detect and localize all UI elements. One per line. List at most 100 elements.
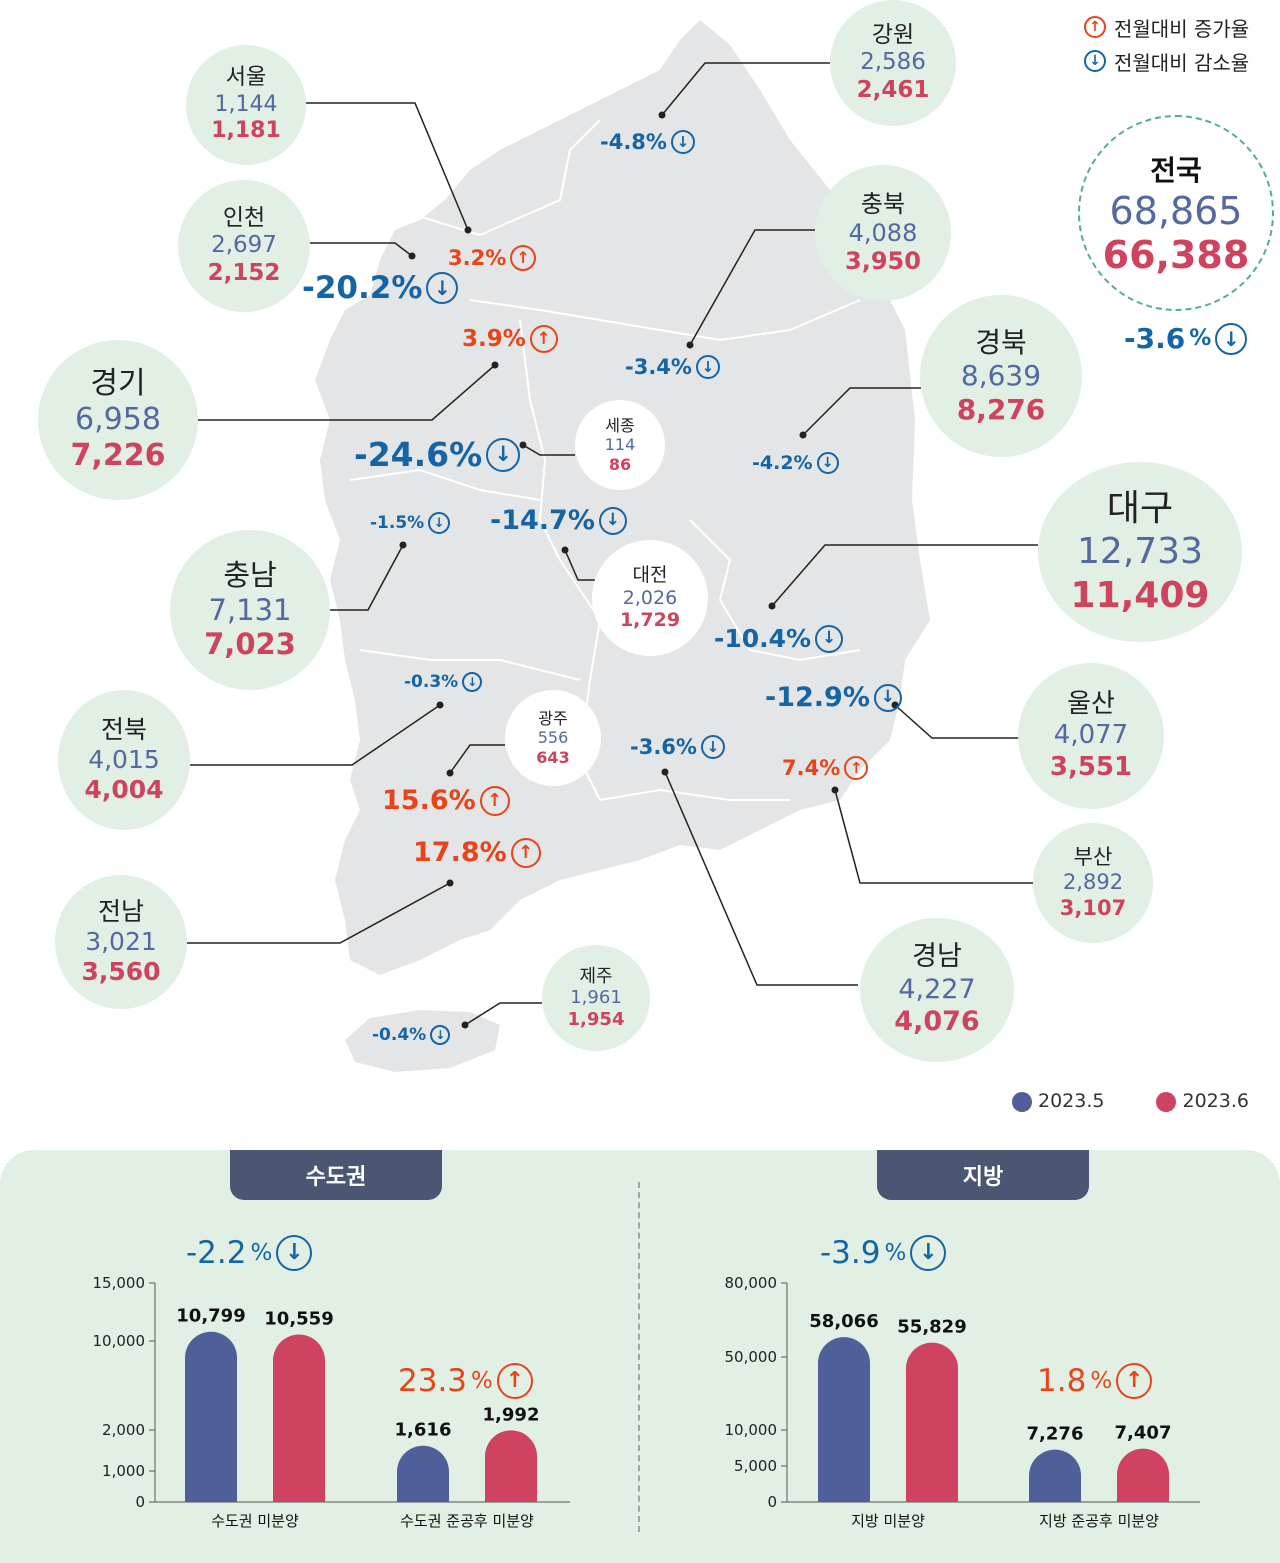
up-arrow-icon: ↑	[844, 756, 869, 780]
change-value: -0.3%	[404, 672, 459, 692]
change-gyeongnam: -3.6% ↓	[630, 735, 725, 759]
region-may: 1,144	[214, 91, 278, 117]
change-value: -3.9	[820, 1235, 881, 1271]
region-name: 인천	[222, 204, 266, 231]
national-change: -3.6% ↓	[1124, 322, 1248, 355]
region-name: 세종	[605, 416, 635, 436]
down-arrow-icon: ↓	[598, 506, 627, 535]
region-bubble-daejeon: 대전 2,026 1,729	[592, 540, 708, 656]
x-category-label: 수도권 미분양	[211, 1512, 299, 1530]
region-bubble-gyeongbuk: 경북 8,639 8,276	[920, 295, 1082, 457]
region-jun: 1,954	[567, 1008, 625, 1030]
leader-lines	[187, 62, 1038, 1029]
change-value: 3.2%	[448, 246, 507, 270]
korea-map	[315, 20, 930, 1072]
down-arrow-icon: ↓	[700, 735, 725, 759]
y-tick-label: 80,000	[725, 1274, 778, 1292]
national-jun: 66,388	[1102, 233, 1250, 277]
region-jun: 7,023	[204, 627, 296, 662]
change-value: -4.8%	[600, 130, 667, 154]
region-may: 8,639	[960, 359, 1042, 393]
bar	[906, 1342, 958, 1502]
change-jeonbuk: -0.3% ↓	[404, 672, 483, 692]
region-name: 전남	[97, 897, 144, 926]
legend-decrease-label: 전월대비 감소율	[1114, 50, 1250, 75]
region-name: 경남	[912, 941, 962, 973]
region-jun: 4,076	[894, 1006, 980, 1038]
change-value: -3.4%	[625, 355, 692, 379]
may-swatch	[1012, 1091, 1032, 1112]
region-bubble-incheon: 인천 2,697 2,152	[178, 180, 310, 312]
legend-june-label: 2023.6	[1182, 1090, 1249, 1112]
region-may: 12,733	[1077, 531, 1203, 573]
up-arrow-icon: ↑	[529, 325, 558, 353]
change-value: -2.2	[186, 1235, 247, 1271]
y-tick-label: 50,000	[725, 1348, 778, 1366]
region-may: 3,021	[85, 927, 157, 956]
down-arrow-icon: ↓	[462, 672, 483, 692]
down-arrow-icon: ↓	[428, 512, 451, 534]
change-unit: %	[1090, 1368, 1113, 1394]
down-arrow-icon: ↓	[873, 683, 902, 712]
bar	[1117, 1448, 1169, 1502]
period-legend: 2023.5 2023.6	[1012, 1090, 1249, 1112]
region-may: 4,077	[1053, 720, 1129, 751]
legend-increase: ↑ 전월대비 증가율	[1084, 10, 1249, 44]
change-value: 23.3	[398, 1363, 468, 1399]
change-value: -10.4%	[714, 624, 812, 653]
capital-unsold-change: -2.2% ↓	[186, 1235, 313, 1271]
up-arrow-icon: ↑	[510, 837, 541, 868]
region-bubble-gyeongnam: 경남 4,227 4,076	[860, 918, 1014, 1062]
change-value: 3.9%	[462, 326, 526, 352]
bar	[818, 1337, 870, 1502]
y-tick-label: 1,000	[102, 1462, 145, 1480]
y-tick-label: 10,000	[725, 1421, 778, 1439]
region-name: 경북	[975, 325, 1027, 359]
legend-decrease: ↓ 전월대비 감소율	[1084, 44, 1249, 78]
bar-value-label: 10,799	[176, 1306, 245, 1327]
region-name: 충남	[223, 557, 277, 592]
bar-value-label: 1,616	[395, 1420, 452, 1441]
bottom-chart-panel: 수도권 지방 -2.2% ↓ 23.3% ↑ -3.9% ↓ 1.8% ↑ 0 1…	[0, 1150, 1280, 1563]
region-jun: 11,409	[1070, 574, 1210, 616]
region-jun: 4,004	[84, 775, 164, 804]
bar-value-label: 10,559	[264, 1309, 333, 1330]
down-arrow-icon: ↓	[816, 452, 839, 474]
region-may: 6,958	[75, 402, 161, 437]
region-bubble-jeonnam: 전남 3,021 3,560	[55, 875, 187, 1009]
bar-value-label: 7,276	[1027, 1424, 1084, 1445]
bar	[397, 1445, 449, 1502]
region-bubble-gwangju: 광주 556 643	[505, 690, 601, 786]
x-category-label: 지방 준공후 미분양	[1039, 1512, 1159, 1530]
region-jun: 8,276	[956, 392, 1046, 426]
region-may: 114	[604, 435, 636, 455]
change-sejong: -24.6% ↓	[354, 435, 521, 474]
x-category-label: 지방 미분양	[851, 1512, 925, 1530]
region-may: 2,026	[622, 586, 678, 609]
national-change-value: -3.6	[1124, 322, 1186, 355]
change-unit: %	[471, 1368, 493, 1394]
panel-divider	[638, 1182, 640, 1532]
region-jun: 2,152	[207, 259, 281, 286]
bar	[185, 1331, 238, 1502]
down-arrow-icon: ↓	[1215, 322, 1248, 355]
legend-increase-label: 전월대비 증가율	[1114, 16, 1250, 41]
down-arrow-icon: ↓	[276, 1235, 313, 1271]
region-jun: 643	[536, 747, 570, 767]
change-value: -3.6%	[630, 735, 697, 759]
region-name: 경기	[90, 366, 146, 401]
change-gyeonggi: 3.9% ↑	[462, 325, 558, 353]
y-tick-label: 15,000	[93, 1274, 146, 1292]
region-name: 대전	[632, 563, 668, 586]
bar	[1029, 1449, 1081, 1502]
provincial-bar-chart: 0 5,000 10,000 50,000 80,000 58,066 55,829 지방 미…	[725, 1274, 1200, 1530]
up-arrow-icon: ↑	[1084, 16, 1106, 38]
region-may: 2,892	[1062, 870, 1124, 895]
change-jeju: -0.4% ↓	[372, 1025, 451, 1045]
jeju-shape	[345, 1010, 500, 1072]
capital-area-tab: 수도권	[230, 1150, 442, 1200]
region-may: 7,131	[208, 592, 292, 627]
change-legend: ↑ 전월대비 증가율 ↓ 전월대비 감소율	[1084, 10, 1249, 78]
region-name: 강원	[871, 21, 915, 48]
legend-june: 2023.6	[1156, 1090, 1249, 1112]
